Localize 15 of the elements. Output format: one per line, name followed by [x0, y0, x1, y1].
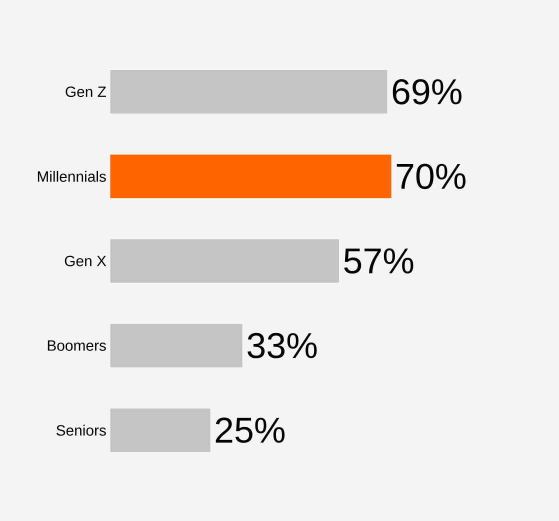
bar: [110, 70, 388, 114]
bar: [110, 323, 243, 368]
data-label: 70%: [396, 164, 466, 190]
y-tick-label: Millennials: [38, 170, 106, 182]
data-label: 25%: [216, 418, 285, 443]
bar: [110, 408, 211, 452]
bar: [110, 154, 392, 199]
bar: [110, 238, 340, 284]
data-label: 57%: [344, 248, 414, 274]
y-tick-label: Gen X: [64, 256, 106, 266]
data-label: 33%: [248, 332, 317, 358]
data-label: 69%: [392, 79, 462, 104]
y-tick-label: Gen Z: [66, 86, 106, 98]
y-tick-label: Seniors: [56, 424, 106, 436]
y-tick-label: Boomers: [48, 340, 106, 351]
